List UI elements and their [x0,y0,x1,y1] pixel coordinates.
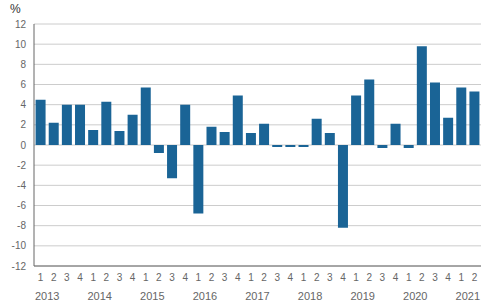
svg-text:2020: 2020 [403,290,427,302]
svg-text:2: 2 [261,272,267,283]
svg-text:6: 6 [20,79,26,90]
svg-text:1: 1 [143,272,149,283]
svg-text:2: 2 [20,119,26,130]
svg-text:1: 1 [196,272,202,283]
svg-text:4: 4 [77,272,83,283]
svg-text:1: 1 [301,272,307,283]
svg-text:4: 4 [182,272,188,283]
svg-text:2: 2 [104,272,110,283]
svg-text:3: 3 [274,272,280,283]
svg-text:12: 12 [15,20,27,30]
svg-text:2: 2 [51,272,57,283]
svg-text:2: 2 [419,272,425,283]
svg-text:2016: 2016 [193,290,217,302]
svg-text:2017: 2017 [245,290,269,302]
svg-text:-2: -2 [17,160,26,171]
svg-text:2019: 2019 [350,290,374,302]
svg-text:4: 4 [393,272,399,283]
svg-text:3: 3 [222,272,228,283]
svg-text:2014: 2014 [87,290,111,302]
svg-text:-12: -12 [12,261,27,272]
svg-text:4: 4 [235,272,241,283]
svg-text:1: 1 [248,272,254,283]
svg-text:4: 4 [445,272,451,283]
svg-text:-8: -8 [17,220,26,231]
svg-text:3: 3 [117,272,123,283]
svg-text:1: 1 [90,272,96,283]
svg-text:2018: 2018 [298,290,322,302]
svg-text:2015: 2015 [140,290,164,302]
svg-text:3: 3 [64,272,70,283]
svg-text:3: 3 [432,272,438,283]
svg-text:1: 1 [406,272,412,283]
svg-text:1: 1 [353,272,359,283]
svg-text:4: 4 [20,99,26,110]
svg-text:2013: 2013 [35,290,59,302]
svg-text:3: 3 [169,272,175,283]
svg-text:4: 4 [288,272,294,283]
svg-text:-10: -10 [12,240,27,251]
svg-text:8: 8 [20,59,26,70]
svg-text:2: 2 [472,272,478,283]
svg-text:4: 4 [130,272,136,283]
svg-text:1: 1 [458,272,464,283]
svg-text:3: 3 [380,272,386,283]
svg-text:0: 0 [20,140,26,151]
svg-text:1: 1 [38,272,44,283]
svg-text:2: 2 [314,272,320,283]
svg-text:4: 4 [340,272,346,283]
svg-text:2021: 2021 [456,290,480,302]
svg-text:3: 3 [327,272,333,283]
svg-text:10: 10 [15,39,27,50]
svg-text:-4: -4 [17,180,26,191]
svg-text:2: 2 [209,272,215,283]
svg-text:2: 2 [156,272,162,283]
svg-text:2: 2 [366,272,372,283]
svg-text:-6: -6 [17,200,26,211]
